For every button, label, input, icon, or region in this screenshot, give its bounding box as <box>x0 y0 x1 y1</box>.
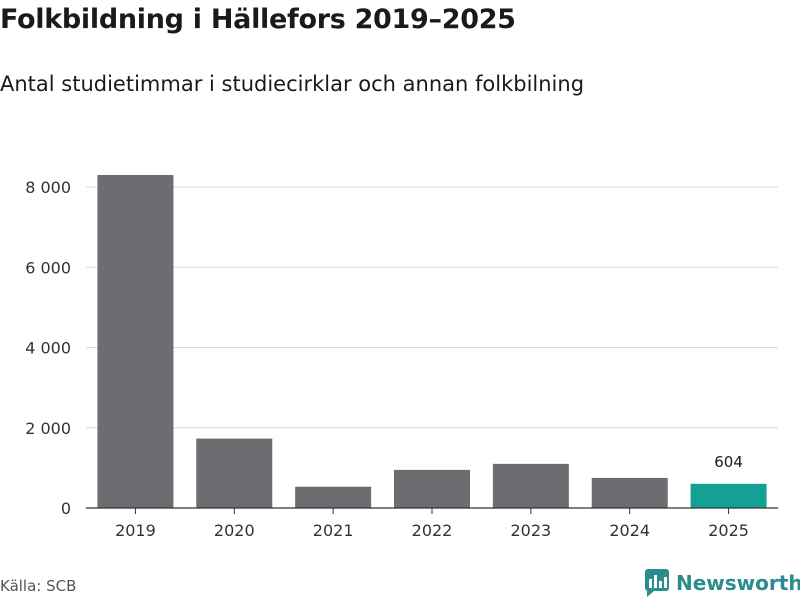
bar-chart: 0 2 000 4 000 6 000 8 000 2019 2020 2021 2022 202… <box>25 174 778 540</box>
bar <box>295 486 372 508</box>
y-tick-label: 8 000 <box>25 178 71 197</box>
newsworthy-logo-icon <box>645 569 669 597</box>
y-tick-label: 0 <box>61 499 71 518</box>
y-tick-label: 4 000 <box>25 339 71 358</box>
x-tick-label: 2025 <box>708 521 749 540</box>
x-tick-label: 2021 <box>313 521 354 540</box>
y-tick-label: 6 000 <box>25 258 71 277</box>
bar <box>394 469 470 508</box>
brand-name: Newsworthy <box>676 571 800 595</box>
bar <box>492 463 569 508</box>
x-tick-label: 2023 <box>510 521 551 540</box>
brand-logo: Newsworthy <box>644 568 800 598</box>
chart-title: Folkbildning i Hällefors 2019–2025 <box>0 4 516 35</box>
bar <box>690 483 767 508</box>
data-label: 604 <box>714 453 743 471</box>
source-note: Källa: SCB <box>0 577 77 595</box>
bar <box>97 174 174 508</box>
bar <box>591 477 668 508</box>
bar <box>196 438 273 508</box>
x-tick-label: 2020 <box>214 521 255 540</box>
chart-subtitle: Antal studietimmar i studiecirklar och a… <box>0 72 585 96</box>
y-tick-label: 2 000 <box>25 419 71 438</box>
x-tick-label: 2024 <box>609 521 650 540</box>
x-tick-label: 2019 <box>115 521 156 540</box>
x-tick-label: 2022 <box>412 521 453 540</box>
